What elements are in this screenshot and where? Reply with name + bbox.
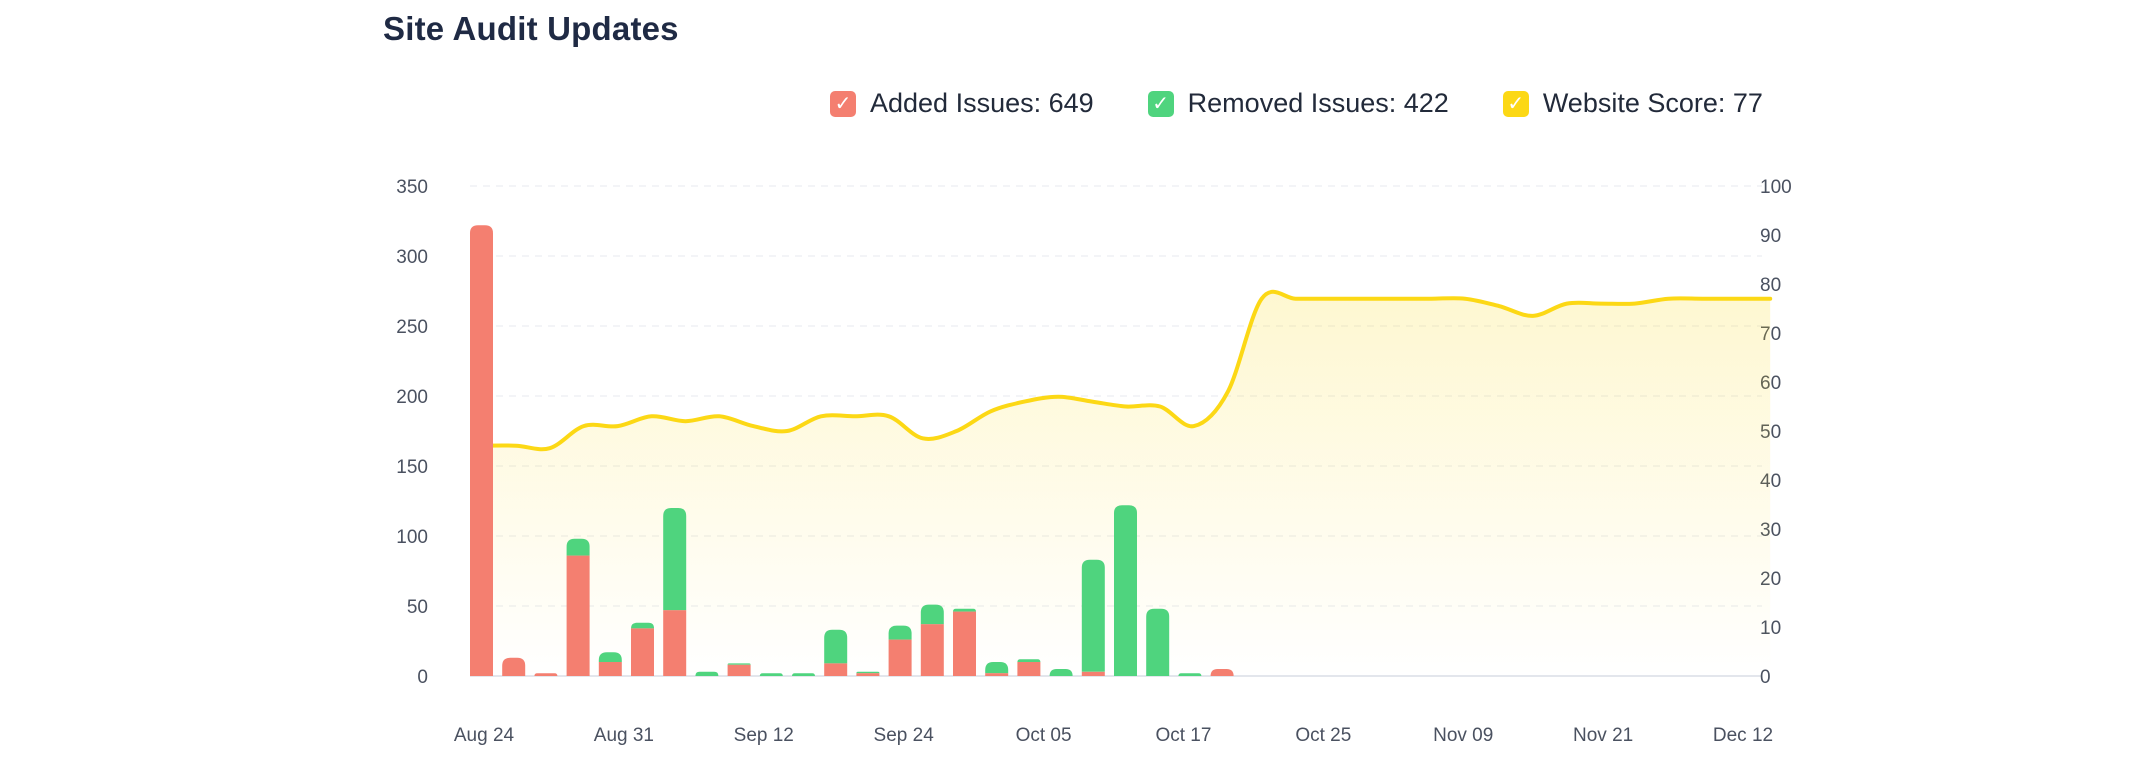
y-right-tick-label: 90 bbox=[1760, 226, 1781, 247]
page-title: Site Audit Updates bbox=[383, 10, 679, 47]
x-tick-label: Aug 31 bbox=[594, 725, 654, 746]
y-right-tick-label: 80 bbox=[1760, 275, 1781, 296]
added-issues-bar bbox=[598, 662, 622, 676]
removed-issues-bar bbox=[1017, 659, 1041, 662]
legend-item-removed-issues[interactable]: ✓ Removed Issues: 422 bbox=[1147, 88, 1449, 119]
y-left-tick-label: 150 bbox=[396, 457, 428, 478]
added-issues-bar bbox=[953, 611, 976, 676]
legend-item-added-issues[interactable]: ✓ Added Issues: 649 bbox=[830, 88, 1094, 119]
website-score-check-icon[interactable]: ✓ bbox=[1502, 90, 1529, 117]
added-issues-bar bbox=[534, 673, 558, 676]
added-issues-bar bbox=[985, 673, 1009, 676]
x-tick-label: Oct 05 bbox=[1016, 725, 1072, 746]
legend-label-added-issues: Added Issues: 649 bbox=[870, 88, 1094, 118]
chart-legend: ✓ Added Issues: 649 ✓ Removed Issues: 42… bbox=[830, 88, 1763, 119]
added-issues-bar bbox=[888, 639, 912, 676]
x-tick-label: Nov 09 bbox=[1433, 725, 1493, 746]
added-issues-check-icon[interactable]: ✓ bbox=[830, 90, 856, 117]
removed-issues-bar bbox=[1081, 559, 1105, 672]
removed-issues-bar bbox=[953, 608, 976, 612]
added-issues-bar bbox=[566, 555, 590, 676]
removed-issues-bar bbox=[727, 663, 751, 665]
added-issues-bar bbox=[727, 664, 751, 676]
removed-issues-bar bbox=[824, 629, 848, 664]
website-score-area bbox=[482, 291, 1771, 676]
y-left-tick-label: 350 bbox=[396, 177, 428, 198]
removed-issues-bar bbox=[566, 538, 590, 556]
y-left-tick-label: 250 bbox=[396, 317, 428, 338]
y-left-tick-label: 300 bbox=[396, 247, 428, 268]
x-tick-label: Nov 21 bbox=[1573, 725, 1633, 746]
x-tick-label: Oct 17 bbox=[1155, 725, 1211, 746]
removed-issues-bar bbox=[1178, 673, 1202, 676]
y-right-tick-label: 0 bbox=[1760, 667, 1771, 688]
added-issues-bar bbox=[856, 673, 880, 676]
added-issues-bar bbox=[1210, 669, 1234, 676]
removed-issues-bar bbox=[856, 671, 880, 674]
removed-issues-bar bbox=[985, 662, 1009, 674]
legend-label-website-score: Website Score: 77 bbox=[1542, 88, 1763, 118]
x-tick-label: Sep 24 bbox=[874, 725, 935, 746]
removed-issues-bar bbox=[888, 625, 912, 640]
y-left-tick-label: 0 bbox=[417, 667, 428, 688]
added-issues-bar bbox=[502, 657, 526, 676]
x-tick-label: Sep 12 bbox=[734, 725, 794, 746]
removed-issues-bar bbox=[792, 673, 815, 676]
added-issues-bar bbox=[631, 628, 654, 676]
removed-issues-bar bbox=[631, 622, 654, 629]
y-right-tick-label: 100 bbox=[1760, 177, 1792, 198]
added-issues-bar bbox=[920, 624, 944, 676]
y-left-tick-label: 50 bbox=[407, 597, 428, 618]
removed-issues-bar bbox=[1049, 669, 1073, 676]
removed-issues-bar bbox=[759, 673, 783, 676]
added-issues-bar bbox=[663, 610, 687, 676]
y-left-tick-label: 200 bbox=[396, 387, 428, 408]
removed-issues-bar bbox=[920, 604, 944, 625]
removed-issues-check-icon[interactable]: ✓ bbox=[1147, 90, 1174, 117]
removed-issues-bar bbox=[663, 508, 687, 611]
removed-issues-bar bbox=[598, 652, 622, 662]
removed-issues-bar bbox=[1146, 608, 1170, 676]
added-issues-bar bbox=[824, 663, 848, 676]
removed-issues-bar bbox=[1114, 505, 1137, 676]
x-tick-label: Aug 24 bbox=[454, 725, 515, 746]
x-tick-label: Dec 12 bbox=[1713, 725, 1773, 746]
x-tick-label: Oct 25 bbox=[1295, 725, 1351, 746]
removed-issues-bar bbox=[695, 671, 719, 676]
legend-label-removed-issues: Removed Issues: 422 bbox=[1187, 88, 1449, 118]
added-issues-bar bbox=[1017, 662, 1041, 676]
added-issues-bar bbox=[1081, 671, 1105, 676]
website-score-line bbox=[480, 289, 1773, 452]
legend-item-website-score[interactable]: ✓ Website Score: 77 bbox=[1502, 88, 1763, 119]
y-left-tick-label: 100 bbox=[396, 527, 428, 548]
added-issues-bar bbox=[470, 225, 493, 676]
